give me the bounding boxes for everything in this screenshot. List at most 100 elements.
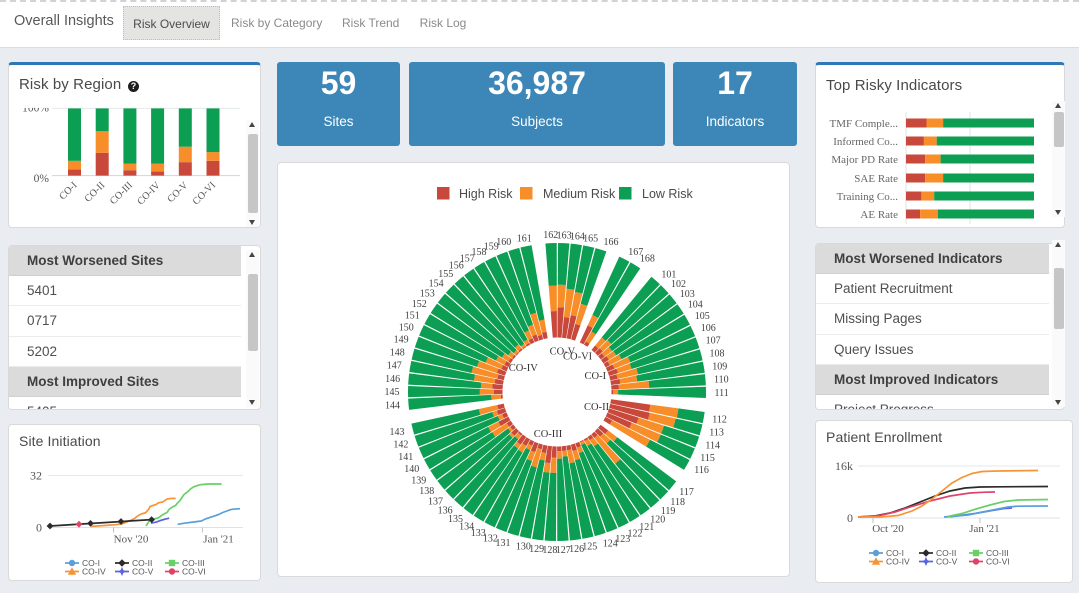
svg-text:149: 149	[394, 335, 409, 346]
svg-text:135: 135	[448, 514, 463, 525]
svg-text:CO-IV: CO-IV	[135, 179, 163, 207]
svg-text:116: 116	[694, 465, 709, 476]
svg-text:140: 140	[404, 464, 419, 475]
svg-text:AE Rate: AE Rate	[860, 209, 898, 221]
svg-text:105: 105	[695, 311, 710, 322]
svg-text:119: 119	[661, 506, 676, 517]
svg-text:CO-V: CO-V	[936, 557, 958, 567]
svg-text:Jan '21: Jan '21	[203, 534, 233, 546]
svg-text:Low Risk: Low Risk	[642, 187, 693, 201]
svg-text:CO-III: CO-III	[182, 558, 205, 568]
svg-text:Jan '21: Jan '21	[969, 523, 999, 535]
svg-text:127: 127	[556, 545, 571, 556]
svg-text:CO-II: CO-II	[584, 402, 610, 413]
svg-text:148: 148	[390, 348, 405, 359]
svg-text:158: 158	[472, 247, 487, 258]
svg-text:CO-III: CO-III	[108, 180, 135, 207]
svg-text:CO-I: CO-I	[886, 548, 904, 558]
svg-text:120: 120	[650, 515, 665, 526]
svg-text:CO-VI: CO-VI	[986, 557, 1010, 567]
svg-text:121: 121	[639, 522, 654, 533]
svg-text:0: 0	[36, 520, 42, 534]
svg-text:122: 122	[628, 528, 643, 539]
svg-text:103: 103	[680, 289, 695, 300]
svg-text:150: 150	[399, 322, 414, 333]
svg-text:Oct '20: Oct '20	[872, 523, 904, 535]
svg-text:157: 157	[460, 253, 475, 264]
svg-text:147: 147	[387, 361, 402, 372]
svg-text:16k: 16k	[835, 459, 853, 473]
svg-text:153: 153	[420, 288, 435, 299]
svg-text:139: 139	[411, 476, 426, 487]
svg-text:144: 144	[385, 401, 400, 412]
svg-text:129: 129	[529, 544, 544, 555]
svg-text:108: 108	[710, 348, 725, 359]
svg-text:154: 154	[429, 278, 444, 289]
svg-text:145: 145	[385, 387, 400, 398]
svg-text:102: 102	[671, 279, 686, 290]
svg-text:CO-III: CO-III	[986, 548, 1009, 558]
svg-text:SAE Rate: SAE Rate	[854, 173, 898, 185]
svg-text:156: 156	[449, 261, 464, 272]
svg-text:CO-II: CO-II	[936, 548, 956, 558]
svg-text:125: 125	[582, 542, 597, 553]
svg-text:162: 162	[543, 230, 558, 241]
svg-text:160: 160	[496, 237, 511, 248]
svg-text:133: 133	[471, 528, 486, 539]
svg-text:Informed Co...: Informed Co...	[833, 136, 898, 148]
svg-text:Nov '20: Nov '20	[114, 534, 149, 546]
svg-text:CO-V: CO-V	[132, 567, 154, 577]
svg-text:137: 137	[428, 496, 443, 507]
svg-text:Training Co...: Training Co...	[837, 191, 899, 203]
svg-text:TMF Comple...: TMF Comple...	[830, 118, 899, 130]
svg-text:0%: 0%	[34, 173, 50, 185]
svg-text:CO-IV: CO-IV	[509, 363, 539, 374]
svg-text:132: 132	[483, 534, 498, 545]
svg-text:CO-V: CO-V	[165, 179, 191, 205]
svg-text:113: 113	[709, 428, 724, 439]
svg-text:146: 146	[385, 374, 400, 385]
svg-text:142: 142	[393, 440, 408, 451]
svg-text:118: 118	[670, 497, 685, 508]
svg-text:104: 104	[688, 300, 703, 311]
svg-text:CO-VI: CO-VI	[563, 351, 593, 362]
svg-text:159: 159	[484, 241, 499, 252]
svg-text:167: 167	[628, 247, 643, 258]
svg-text:0: 0	[847, 511, 853, 525]
svg-text:117: 117	[679, 487, 694, 498]
svg-text:152: 152	[412, 299, 427, 310]
svg-text:151: 151	[405, 310, 420, 321]
svg-text:CO-IV: CO-IV	[886, 557, 910, 567]
svg-text:CO-III: CO-III	[534, 429, 563, 440]
svg-text:161: 161	[517, 234, 532, 245]
svg-text:111: 111	[715, 388, 729, 399]
svg-text:126: 126	[569, 544, 584, 555]
svg-text:107: 107	[706, 336, 721, 347]
svg-text:163: 163	[557, 230, 572, 241]
svg-text:168: 168	[640, 254, 655, 265]
svg-text:CO-VI: CO-VI	[182, 567, 206, 577]
svg-text:106: 106	[701, 323, 716, 334]
svg-text:112: 112	[712, 415, 727, 426]
svg-text:CO-V: CO-V	[550, 346, 576, 357]
svg-text:124: 124	[603, 538, 618, 549]
svg-text:141: 141	[398, 452, 413, 463]
svg-text:109: 109	[712, 361, 727, 372]
svg-text:136: 136	[438, 506, 453, 517]
svg-text:130: 130	[516, 542, 531, 553]
svg-text:101: 101	[661, 270, 676, 281]
svg-text:134: 134	[459, 522, 474, 533]
svg-text:CO-I: CO-I	[585, 371, 607, 382]
svg-text:High Risk: High Risk	[459, 187, 513, 201]
svg-text:32: 32	[30, 468, 42, 482]
svg-text:Major PD Rate: Major PD Rate	[831, 154, 898, 166]
svg-text:123: 123	[615, 534, 630, 545]
svg-text:Medium Risk: Medium Risk	[543, 187, 616, 201]
svg-text:143: 143	[390, 427, 405, 438]
svg-text:CO-I: CO-I	[57, 180, 79, 202]
svg-text:110: 110	[714, 375, 729, 386]
svg-text:164: 164	[570, 231, 585, 242]
svg-text:166: 166	[604, 237, 619, 248]
svg-text:CO-VI: CO-VI	[191, 180, 218, 207]
svg-text:131: 131	[496, 538, 511, 549]
